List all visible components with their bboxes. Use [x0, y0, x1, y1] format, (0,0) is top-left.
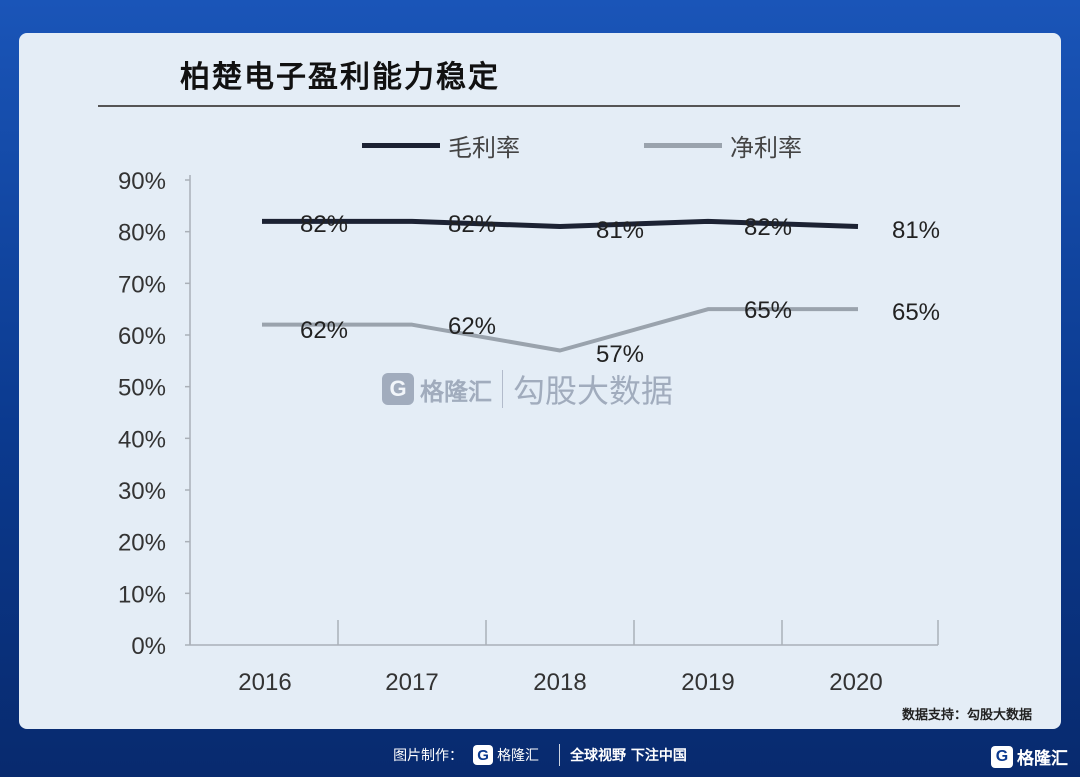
y-tick-label: 20% — [118, 530, 166, 557]
legend-item-net-margin: 净利率 — [644, 130, 802, 162]
data-label: 62% — [448, 313, 496, 340]
legend-label-gross-margin: 毛利率 — [448, 133, 520, 162]
footer-prefix: 图片制作： — [393, 748, 464, 764]
watermark-sub: 勾股大数据 — [513, 372, 674, 410]
data-label: 82% — [744, 214, 792, 241]
data-label: 65% — [892, 299, 940, 326]
y-tick-label: 10% — [118, 581, 166, 608]
data-label: 65% — [744, 297, 792, 324]
watermark-brand: 格隆汇 — [420, 377, 492, 406]
footer: 图片制作： G 格隆汇 全球视野 下注中国 — [0, 740, 1080, 770]
y-tick-label: 90% — [118, 168, 166, 195]
footer-slogan: 全球视野 下注中国 — [570, 748, 687, 764]
y-tick-label: 80% — [118, 220, 166, 247]
data-label: 62% — [300, 317, 348, 344]
corner-brand: 格隆汇 — [1017, 749, 1068, 769]
data-label: 82% — [448, 211, 496, 238]
title-divider — [98, 105, 960, 107]
x-tick-label: 2020 — [829, 669, 882, 696]
data-label: 81% — [596, 217, 644, 244]
y-tick-label: 0% — [131, 633, 166, 660]
y-tick-label: 50% — [118, 375, 166, 402]
y-tick-label: 40% — [118, 426, 166, 453]
watermark-divider — [502, 370, 503, 408]
legend-label-net-margin: 净利率 — [730, 133, 802, 162]
legend-swatch-gross-margin — [362, 142, 440, 148]
x-tick-label: 2017 — [385, 669, 438, 696]
y-tick-label: 70% — [118, 271, 166, 298]
chart-title: 柏楚电子盈利能力稳定 — [180, 60, 500, 95]
footer-divider — [559, 744, 561, 766]
series-line-gross-margin — [262, 218, 859, 229]
chart-card — [19, 33, 1061, 729]
y-tick-label: 60% — [118, 323, 166, 350]
legend-swatch-net-margin — [644, 142, 722, 148]
x-tick-label: 2019 — [681, 669, 734, 696]
series-line-net-margin — [262, 307, 858, 353]
data-label: 57% — [596, 341, 644, 368]
footer-brand: 格隆汇 — [497, 748, 540, 764]
legend-item-gross-margin: 毛利率 — [362, 130, 520, 162]
corner-logo-icon: G — [991, 745, 1013, 768]
data-label: 82% — [300, 211, 348, 238]
footer-logo-icon: G — [473, 745, 494, 765]
watermark-logo-icon: G — [382, 373, 414, 405]
data-source: 数据支持：勾股大数据 — [901, 708, 1032, 723]
watermark: G 格隆汇 勾股大数据 — [382, 366, 673, 412]
data-label: 81% — [892, 217, 940, 244]
x-tick-label: 2016 — [238, 669, 291, 696]
x-tick-label: 2018 — [533, 669, 586, 696]
y-tick-label: 30% — [118, 478, 166, 505]
corner-logo: G 格隆汇 — [991, 744, 1068, 769]
footer-logo: G 格隆汇 — [473, 745, 539, 765]
